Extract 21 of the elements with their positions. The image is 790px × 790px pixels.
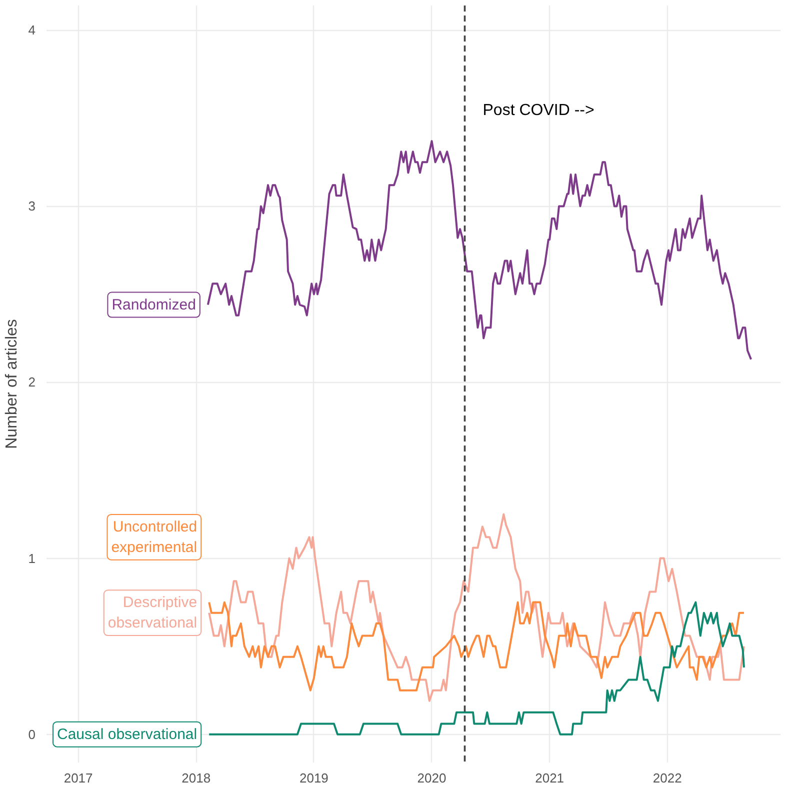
text: Uncontrolled experimental — [111, 518, 198, 556]
series-label: Causal observational — [57, 726, 198, 743]
y-tick-label: 1 — [28, 550, 36, 566]
y-tick-label: 3 — [28, 198, 36, 214]
line-series — [208, 513, 745, 702]
x-tick-label: 2018 — [182, 770, 211, 786]
series-label: Descriptive observational — [108, 594, 198, 632]
x-tick-label: 2020 — [417, 770, 446, 786]
line-series — [208, 601, 745, 692]
line-series — [208, 601, 745, 736]
y-tick-label: 4 — [28, 22, 36, 38]
x-tick-label: 2017 — [64, 770, 93, 786]
x-tick-label: 2022 — [652, 770, 682, 786]
line-series — [206, 140, 752, 360]
y-axis-title: Number of articles — [3, 319, 20, 449]
series-label: Randomized — [112, 296, 196, 314]
x-tick-label: 2021 — [535, 770, 564, 786]
ref-line-label: Post COVID --> — [482, 102, 594, 120]
y-tick-label: 0 — [28, 726, 36, 742]
x-tick-label: 2019 — [299, 770, 328, 786]
y-tick-label: 2 — [28, 374, 36, 390]
